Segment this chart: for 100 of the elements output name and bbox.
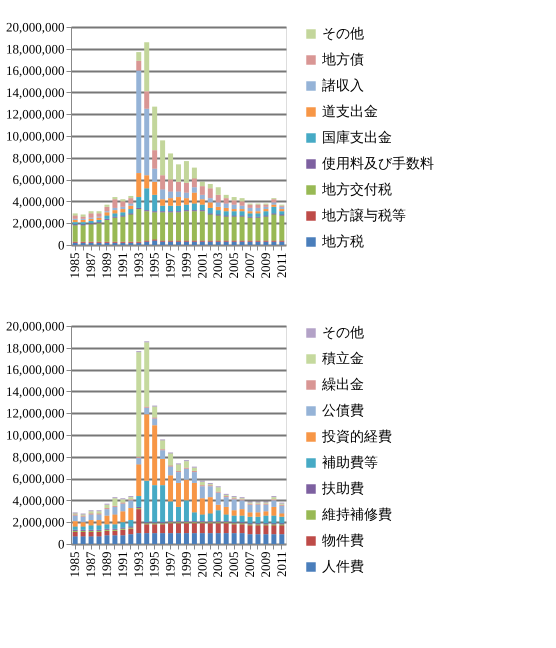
bar [144, 211, 150, 241]
bar [152, 182, 158, 195]
bar [152, 194, 158, 212]
x-tick-label: 1991 [114, 552, 130, 578]
bar [120, 216, 126, 242]
bar [240, 500, 245, 510]
bar [136, 60, 142, 71]
bar [176, 533, 181, 544]
bar [263, 525, 268, 534]
bar [263, 511, 268, 516]
bar [136, 173, 142, 198]
bar [120, 522, 126, 528]
y-tick-label: 14,000,000 [6, 384, 64, 399]
bar [144, 342, 150, 407]
bar [144, 533, 150, 544]
bar [96, 223, 102, 242]
bar [80, 522, 86, 527]
bar [96, 514, 102, 520]
bar [271, 534, 276, 544]
bar [144, 108, 150, 176]
bar [271, 202, 276, 205]
bar [120, 206, 126, 210]
bar [271, 214, 276, 241]
bar [240, 198, 245, 202]
bar [216, 242, 221, 245]
bar [128, 206, 134, 210]
bar [200, 498, 205, 515]
bar [104, 509, 110, 516]
bar [192, 187, 197, 193]
bar [112, 218, 118, 242]
bar [240, 201, 245, 206]
x-tick-label: 1991 [114, 252, 130, 278]
bar [128, 528, 134, 534]
bar [160, 206, 166, 212]
bar [255, 218, 260, 241]
bar [279, 525, 284, 534]
x-tick-label: 2007 [242, 252, 258, 278]
y-tick-label: 4,000,000 [12, 194, 64, 209]
bar [271, 506, 276, 516]
bar [184, 461, 189, 468]
bar [168, 192, 174, 198]
bar [104, 220, 110, 242]
bar [136, 464, 142, 496]
bar [72, 521, 78, 527]
bar [255, 242, 260, 245]
bar [120, 530, 126, 536]
x-tick-label: 2003 [210, 252, 226, 278]
bar [271, 500, 276, 507]
bar [224, 194, 229, 198]
bar [168, 206, 174, 212]
bar [255, 504, 260, 512]
bar [176, 206, 181, 212]
x-tick-label: 2001 [194, 552, 210, 578]
bar [152, 240, 158, 245]
bar [248, 218, 253, 241]
bar [208, 486, 213, 498]
bar [192, 204, 197, 210]
bar [192, 192, 197, 204]
bar [240, 242, 245, 245]
x-tick-label: 1985 [67, 552, 82, 578]
bar [168, 501, 174, 522]
bar [232, 200, 237, 205]
bar [112, 535, 118, 544]
bar [136, 509, 142, 534]
bar [200, 204, 205, 210]
x-tick-label: 1987 [83, 252, 98, 278]
bar [176, 212, 181, 241]
bar [200, 186, 205, 195]
x-tick-label: 2005 [226, 252, 242, 278]
bar [160, 175, 166, 190]
x-tick-label: 1999 [178, 552, 194, 578]
bar [184, 161, 189, 183]
bar [248, 534, 253, 544]
bar [216, 510, 221, 522]
bar [160, 440, 166, 450]
bar [152, 425, 158, 486]
bar [160, 524, 166, 534]
bar [88, 536, 94, 544]
bar [128, 209, 134, 214]
bar [224, 242, 229, 245]
bar [160, 533, 166, 544]
bar [200, 211, 205, 241]
y-tick-label: 4,000,000 [12, 492, 64, 508]
x-tick-label: 1987 [83, 551, 98, 578]
bar [152, 485, 158, 522]
bar [240, 524, 245, 534]
bar [216, 504, 221, 510]
y-tick-label: 20,000,000 [6, 318, 64, 334]
bar [96, 520, 102, 526]
legend-label: 地方交付税 [321, 182, 392, 198]
bar [200, 194, 205, 200]
legend-label: 地方債 [321, 52, 364, 68]
x-tick-label: 2011 [274, 252, 289, 278]
bar [255, 516, 260, 524]
bar [112, 514, 118, 524]
bar [184, 480, 189, 500]
bar [192, 512, 197, 522]
bar [184, 211, 189, 241]
bar [152, 418, 158, 426]
bar [72, 216, 78, 219]
